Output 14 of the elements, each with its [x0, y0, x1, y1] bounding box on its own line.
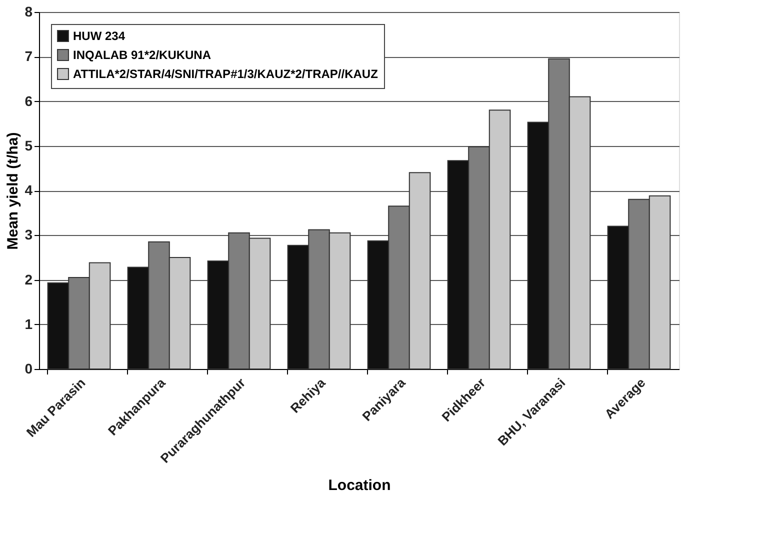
y-tick-label: 1 — [24, 316, 33, 332]
y-tick-label: 3 — [24, 226, 33, 243]
legend-label: HUW 234 — [73, 29, 126, 43]
y-tick-label: 6 — [24, 92, 33, 109]
y-tick-label: 5 — [24, 137, 33, 154]
y-tick-label: 2 — [24, 271, 33, 288]
x-axis-title: Location — [328, 476, 391, 494]
y-tick-label: 4 — [24, 182, 33, 198]
y-tick-label: 7 — [24, 48, 33, 64]
legend-label: ATTILA*2/STAR/4/SNI/TRAP#1/3/KAUZ*2/TRAP//KAUZ — [73, 67, 378, 81]
y-axis-title: Mean yield (t/ha) — [4, 132, 22, 250]
y-tick-label: 0 — [24, 360, 33, 376]
legend-label: INQALAB 91*2/KUKUNA — [73, 48, 212, 62]
y-tick-label: 8 — [24, 4, 33, 20]
